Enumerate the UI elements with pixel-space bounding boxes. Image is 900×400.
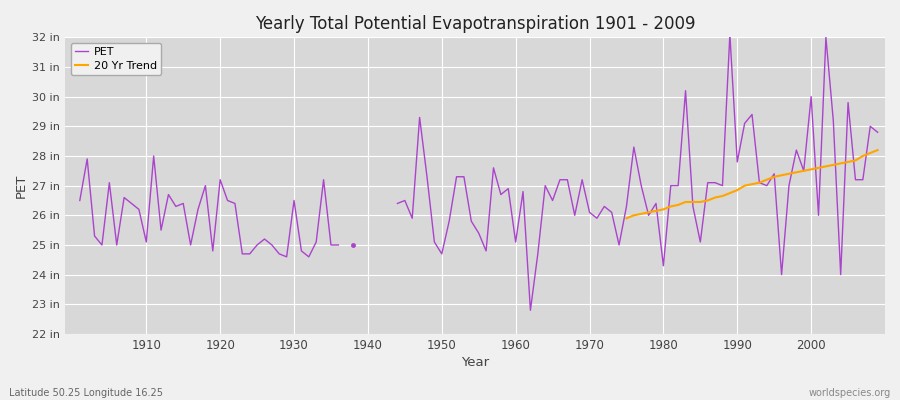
- PET: [126, 201, 137, 206]
- PET: [296, 248, 307, 253]
- PET: [141, 240, 152, 244]
- 20 Yr Trend: [628, 213, 639, 218]
- Title: Yearly Total Potential Evapotranspiration 1901 - 2009: Yearly Total Potential Evapotranspiratio…: [255, 15, 696, 33]
- PET: [75, 198, 86, 203]
- PET: [289, 198, 300, 203]
- 20 Yr Trend: [651, 208, 661, 213]
- PET: [222, 198, 233, 203]
- PET: [96, 242, 107, 247]
- 20 Yr Trend: [673, 202, 684, 207]
- PET: [319, 177, 329, 182]
- Line: PET: PET: [80, 156, 338, 257]
- PET: [252, 242, 263, 247]
- 20 Yr Trend: [688, 200, 698, 204]
- 20 Yr Trend: [865, 151, 876, 156]
- PET: [259, 237, 270, 242]
- PET: [185, 242, 196, 247]
- 20 Yr Trend: [710, 195, 721, 200]
- PET: [237, 252, 248, 256]
- PET: [230, 201, 240, 206]
- 20 Yr Trend: [813, 166, 824, 170]
- Text: Latitude 50.25 Longitude 16.25: Latitude 50.25 Longitude 16.25: [9, 388, 163, 398]
- Text: worldspecies.org: worldspecies.org: [809, 388, 891, 398]
- 20 Yr Trend: [732, 188, 742, 192]
- 20 Yr Trend: [806, 167, 816, 172]
- 20 Yr Trend: [842, 160, 853, 164]
- 20 Yr Trend: [635, 212, 646, 216]
- 20 Yr Trend: [754, 180, 765, 185]
- PET: [281, 254, 292, 259]
- PET: [193, 207, 203, 212]
- 20 Yr Trend: [695, 200, 706, 204]
- PET: [163, 192, 174, 197]
- PET: [148, 154, 159, 158]
- PET: [326, 242, 337, 247]
- PET: [303, 254, 314, 259]
- PET: [119, 195, 130, 200]
- 20 Yr Trend: [739, 183, 750, 188]
- 20 Yr Trend: [761, 177, 772, 182]
- PET: [112, 242, 122, 247]
- 20 Yr Trend: [776, 173, 787, 178]
- 20 Yr Trend: [784, 171, 795, 176]
- PET: [156, 228, 166, 232]
- PET: [244, 252, 255, 256]
- 20 Yr Trend: [858, 154, 868, 158]
- 20 Yr Trend: [717, 194, 728, 198]
- PET: [333, 242, 344, 247]
- 20 Yr Trend: [665, 204, 676, 209]
- 20 Yr Trend: [872, 148, 883, 152]
- PET: [266, 242, 277, 247]
- PET: [274, 252, 284, 256]
- PET: [200, 183, 211, 188]
- 20 Yr Trend: [850, 158, 861, 163]
- Line: 20 Yr Trend: 20 Yr Trend: [626, 150, 878, 218]
- PET: [82, 156, 93, 161]
- PET: [104, 180, 115, 185]
- X-axis label: Year: Year: [461, 356, 489, 369]
- PET: [170, 204, 181, 209]
- PET: [133, 207, 144, 212]
- Legend: PET, 20 Yr Trend: PET, 20 Yr Trend: [70, 43, 161, 75]
- PET: [89, 234, 100, 238]
- 20 Yr Trend: [835, 161, 846, 166]
- 20 Yr Trend: [791, 170, 802, 175]
- 20 Yr Trend: [680, 200, 691, 204]
- 20 Yr Trend: [644, 210, 654, 215]
- 20 Yr Trend: [658, 207, 669, 212]
- PET: [207, 248, 218, 253]
- 20 Yr Trend: [621, 216, 632, 221]
- 20 Yr Trend: [821, 164, 832, 169]
- 20 Yr Trend: [747, 182, 758, 186]
- 20 Yr Trend: [702, 198, 713, 203]
- 20 Yr Trend: [769, 174, 779, 179]
- 20 Yr Trend: [798, 168, 809, 173]
- Y-axis label: PET: PET: [15, 174, 28, 198]
- 20 Yr Trend: [828, 162, 839, 167]
- PET: [310, 240, 321, 244]
- 20 Yr Trend: [724, 191, 735, 196]
- PET: [215, 177, 226, 182]
- PET: [178, 201, 189, 206]
